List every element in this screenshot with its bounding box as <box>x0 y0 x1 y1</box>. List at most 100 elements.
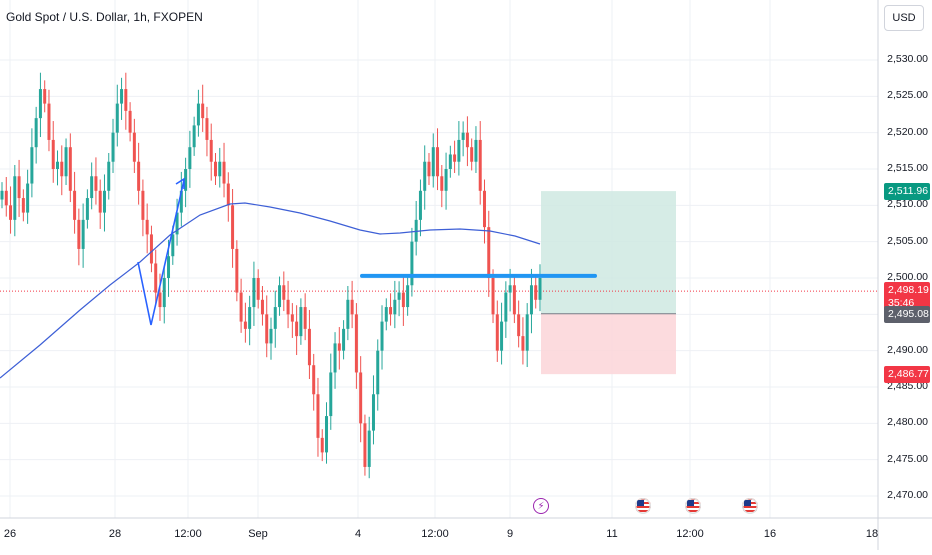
candle-body <box>51 139 55 169</box>
candle-body <box>196 103 200 126</box>
flag-canton <box>687 500 694 506</box>
time-tick-label: 11 <box>606 528 618 540</box>
candle-body <box>320 437 324 453</box>
candle-body <box>179 190 183 213</box>
candle-body <box>239 292 243 322</box>
candle-body <box>81 219 85 249</box>
candle-body <box>376 350 380 395</box>
candle-body <box>56 161 60 169</box>
time-tick-label: 18 <box>865 528 879 540</box>
candle-body <box>273 307 277 329</box>
candle-body <box>218 161 222 177</box>
time-tick-label: 16 <box>763 528 777 540</box>
candle-body <box>325 416 329 453</box>
price-tick-label: 2,500.00 <box>887 271 928 283</box>
candle-body <box>299 307 303 337</box>
candle-body <box>525 314 529 351</box>
entry-price-badge: 2,495.08 <box>884 305 930 323</box>
candle-body <box>444 169 448 191</box>
price-tick-label: 2,530.00 <box>887 53 928 65</box>
candle-body <box>431 147 435 177</box>
us-flag-icon[interactable] <box>685 498 701 514</box>
us-flag-icon[interactable] <box>742 498 758 514</box>
candle-body <box>137 161 141 191</box>
candle-body <box>538 278 542 300</box>
candle-body <box>312 365 316 395</box>
trend-drawings[interactable] <box>137 177 597 326</box>
candle-body <box>423 161 427 191</box>
candle-body <box>278 285 282 308</box>
candle-body <box>231 205 235 249</box>
candle-body <box>235 248 239 293</box>
arrow-head <box>175 177 185 189</box>
candle-body <box>427 161 431 177</box>
candle-body <box>359 372 363 424</box>
candle-body <box>209 139 213 162</box>
candle-body <box>222 161 226 184</box>
price-tick-label: 2,505.00 <box>887 234 928 247</box>
candle-body <box>290 314 294 322</box>
candle-body <box>521 336 525 351</box>
candle-body <box>333 343 337 373</box>
candle-body <box>414 219 418 242</box>
candle-body <box>495 314 499 351</box>
candle-body <box>0 190 4 200</box>
currency-button[interactable]: USD <box>884 5 924 31</box>
candle-body <box>286 299 290 315</box>
candle-body <box>9 205 13 220</box>
candle-body <box>508 285 512 293</box>
candle-body <box>461 132 465 140</box>
candle-body <box>145 219 149 235</box>
candle-body <box>517 314 521 337</box>
long-position-tool[interactable] <box>541 191 676 375</box>
candle-body <box>205 118 209 140</box>
time-tick-label: 12:00 <box>676 528 704 540</box>
candle-body <box>60 161 64 177</box>
candle-body <box>38 89 42 119</box>
candle-body <box>226 183 230 206</box>
candle-body <box>90 176 94 199</box>
candle-body <box>418 190 422 220</box>
candle-body <box>64 147 68 177</box>
candle-body <box>256 278 260 300</box>
candle-body <box>98 190 102 213</box>
candle-body <box>269 328 273 344</box>
flag-canton <box>744 500 751 506</box>
us-flag-icon[interactable] <box>635 498 651 514</box>
candle-body <box>167 256 171 278</box>
candle-body <box>120 89 124 104</box>
grid <box>0 0 879 518</box>
stop-zone[interactable] <box>541 313 676 375</box>
candle-body <box>354 314 358 373</box>
price-tick-label: 2,525.00 <box>887 89 928 102</box>
candle-body <box>34 118 38 148</box>
candle-body <box>115 103 119 133</box>
candle-body <box>43 89 47 104</box>
candle-body <box>111 132 115 162</box>
trend-arrow[interactable] <box>137 179 185 326</box>
candle-body <box>175 212 179 235</box>
candle-body <box>410 241 414 286</box>
candle-body <box>295 321 299 337</box>
candle-body <box>149 234 153 264</box>
candle-body <box>350 299 354 315</box>
candle-body <box>85 198 89 220</box>
candle-body <box>128 110 132 133</box>
candle-body <box>26 183 30 213</box>
candle-body <box>491 278 495 315</box>
candle-body <box>487 227 491 278</box>
price-tick-label: 2,480.00 <box>887 416 928 429</box>
stop-price-badge: 2,486.77 <box>884 366 930 384</box>
candle-body <box>406 285 410 308</box>
target-price-badge: 2,511.96 <box>884 183 930 201</box>
price-tick-label: 2,475.00 <box>887 452 928 465</box>
candle-body <box>162 278 166 308</box>
candle-body <box>448 154 452 169</box>
candle-body <box>465 132 469 148</box>
candle-body <box>500 321 504 351</box>
candle-body <box>397 292 401 300</box>
target-zone[interactable] <box>541 191 676 314</box>
lightning-icon[interactable]: ⚡ <box>533 498 549 514</box>
